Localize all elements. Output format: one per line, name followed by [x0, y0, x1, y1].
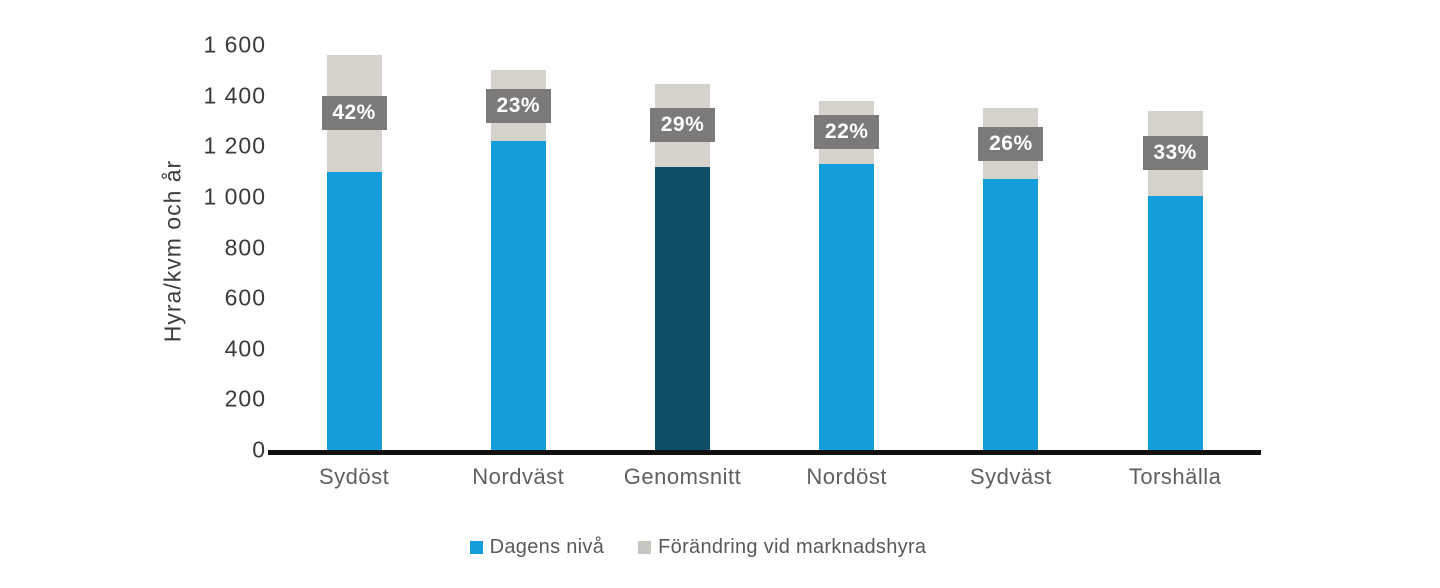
bar-percent-label: 29% — [650, 108, 715, 143]
legend: Dagens nivå Förändring vid marknadshyra — [0, 536, 1418, 559]
y-tick-label: 600 — [224, 284, 266, 311]
x-category-label: Torshälla — [1128, 464, 1222, 489]
legend-item: Förändring vid marknadshyra — [638, 536, 926, 559]
bar-segment-dagens-niva — [490, 141, 546, 450]
y-tick-label: 1 000 — [203, 183, 266, 210]
legend-label: Dagens nivå — [489, 536, 605, 558]
y-tick-label: 0 — [252, 436, 266, 463]
x-category-label: Sydväst — [970, 464, 1052, 489]
bar-percent-label: 33% — [1142, 136, 1208, 171]
bar-percent-label: 42% — [321, 96, 387, 131]
x-category-label: Genomsnitt — [623, 464, 742, 489]
bar-percent-label: 26% — [978, 126, 1044, 161]
x-category-label: Sydöst — [318, 464, 390, 489]
bar-segment-dagens-niva — [326, 171, 382, 450]
bar-segment-dagens-niva — [819, 163, 875, 450]
bar-percent-label: 22% — [814, 115, 880, 150]
y-tick-label: 800 — [224, 234, 266, 260]
legend-swatch — [469, 541, 483, 554]
bar-segment-dagens-niva — [655, 166, 710, 450]
y-tick-label: 1 400 — [203, 82, 266, 109]
y-tick-label: 1 600 — [203, 31, 266, 58]
y-tick-label: 200 — [224, 385, 266, 412]
x-category-label: Nordöst — [806, 464, 887, 489]
y-tick-label: 400 — [224, 335, 266, 362]
bar-percent-label: 23% — [485, 88, 551, 123]
x-axis-line — [268, 450, 1261, 455]
bar-segment-dagens-niva — [1147, 195, 1203, 450]
legend-item: Dagens nivå — [469, 536, 605, 559]
legend-swatch — [638, 541, 652, 554]
bar-segment-dagens-niva — [983, 179, 1039, 450]
y-axis: 0 200 400 600 800 1 000 1 200 1 400 1 600 — [0, 0, 266, 588]
legend-label: Förändring vid marknadshyra — [658, 536, 927, 558]
x-category-label: Nordväst — [472, 464, 565, 489]
y-tick-label: 1 200 — [203, 132, 266, 159]
